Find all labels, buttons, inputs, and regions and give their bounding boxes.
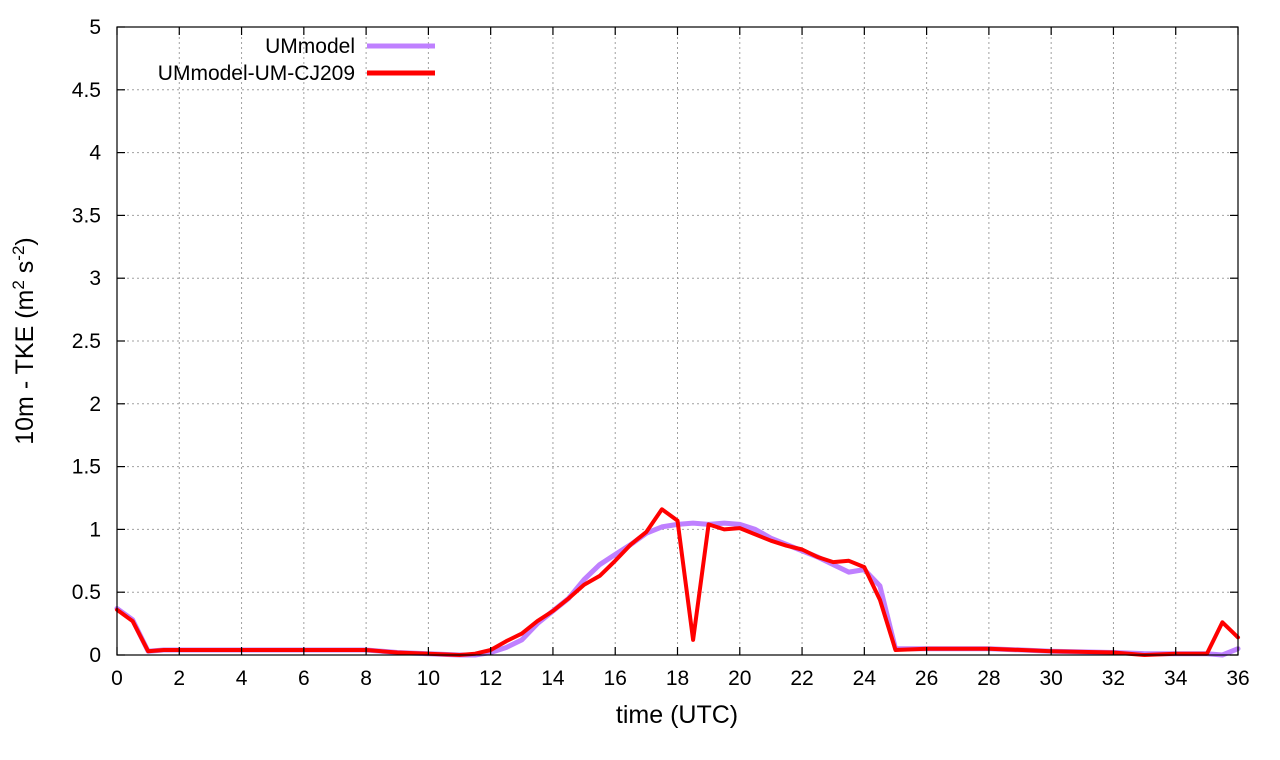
x-tick-label: 36 [1226, 667, 1249, 690]
x-tick-label: 12 [479, 667, 502, 690]
legend-label-ummodel-um-cj209: UMmodel-UM-CJ209 [158, 62, 355, 85]
x-tick-label: 30 [1039, 667, 1062, 690]
x-tick-label: 10 [417, 667, 440, 690]
legend-label-ummodel: UMmodel [265, 35, 355, 58]
x-tick-label: 18 [666, 667, 689, 690]
y-tick-label: 1.5 [72, 456, 101, 479]
x-tick-label: 2 [173, 667, 185, 690]
series-lines [114, 507, 1241, 658]
x-tick-label: 8 [360, 667, 372, 690]
axis-ticks [116, 26, 1239, 656]
x-axis-label: time (UTC) [616, 701, 738, 729]
x-tick-label: 32 [1102, 667, 1125, 690]
x-tick-label: 20 [728, 667, 751, 690]
y-axis-label: 10m - TKE (m2 s-2) [9, 237, 39, 445]
y-tick-label: 1 [89, 518, 101, 541]
x-tick-label: 34 [1164, 667, 1188, 690]
y-tick-label: 4.5 [72, 79, 101, 102]
x-tick-label: 6 [298, 667, 310, 690]
x-tick-label: 16 [604, 667, 627, 690]
y-tick-label: 0 [89, 644, 101, 667]
x-tick-label: 14 [541, 667, 565, 690]
y-axis-label-main: 10m - TKE (m [11, 290, 39, 445]
y-tick-label: 2.5 [72, 330, 101, 353]
x-tick-label: 0 [111, 667, 123, 690]
y-tick-label: 3.5 [72, 204, 101, 227]
x-tick-label: 24 [853, 667, 877, 690]
y-tick-label: 2 [89, 393, 101, 416]
y-tick-label: 5 [89, 16, 101, 39]
y-axis-label-sup2: -2 [9, 246, 28, 261]
series-line-ummodel-um-cj209 [115, 507, 1240, 657]
x-tick-label: 22 [790, 667, 813, 690]
x-tick-label: 28 [977, 667, 1000, 690]
x-tick-labels: 0 2 4 6 8 10 12 14 16 18 20 22 24 26 28 30 32 34 36 [111, 667, 1250, 690]
y-tick-labels: 0 0.5 1 1.5 2 2.5 3 3.5 4 4.5 5 [72, 16, 102, 667]
y-tick-label: 0.5 [72, 581, 101, 604]
x-tick-label: 4 [236, 667, 248, 690]
y-tick-label: 4 [89, 142, 101, 165]
legend: UMmodel UMmodel-UM-CJ209 [158, 35, 435, 85]
y-tick-label: 3 [89, 267, 101, 290]
y-axis-label-end: ) [11, 237, 39, 245]
x-tick-label: 26 [915, 667, 938, 690]
y-axis-label-mid: s [11, 261, 39, 280]
y-axis-label-sup1: 2 [9, 280, 28, 289]
